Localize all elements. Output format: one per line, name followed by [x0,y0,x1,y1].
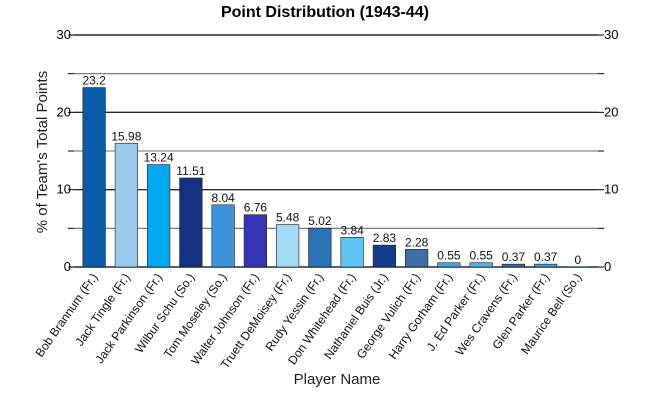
y-tick-label-right: 20 [604,104,618,119]
bar [501,263,525,268]
bar-value-label: 2.28 [405,235,429,249]
bar-value-label: 6.76 [244,201,268,215]
bar [179,177,203,268]
bar-series [82,87,590,268]
bar [340,237,364,268]
y-tick-label-right: 30 [604,27,618,42]
bar [82,87,106,268]
y-tick-label-right: 10 [604,182,618,197]
category-tick-label: Maurice Bell (So.) [518,271,584,357]
bar [114,143,138,268]
bar-value-label: 15.98 [111,129,141,143]
bar-value-label: 5.48 [276,211,300,225]
category-tick-label: Rudy Yessin (Fr.) [262,271,326,354]
bar-value-label: 13.24 [144,151,174,165]
category-tick-label: J. Ed Parker (Fr.) [424,271,488,354]
bar [308,227,332,268]
bar-value-label: 3.84 [340,223,364,237]
bar-value-label: 8.04 [211,191,235,205]
bar [534,263,558,268]
bar-value-label: 0.37 [534,250,558,264]
bar-value-label: 5.02 [308,214,332,228]
y-tick-label-left: 20 [57,104,71,119]
y-tick-label-left: 0 [64,259,71,274]
bar [243,214,267,268]
bar [566,266,590,267]
chart-title: Point Distribution (1943-44) [221,4,429,21]
bar-value-label: 0.55 [469,249,493,263]
y-tick-label-left: 30 [57,27,71,42]
bar [437,262,461,268]
bar-value-label: 11.51 [176,164,205,178]
bar-value-label: 0 [575,253,582,267]
y-tick-label-left: 10 [57,182,71,197]
bar [211,204,235,268]
bar [372,244,396,268]
bar [469,262,493,268]
bar-value-label: 23.2 [82,74,106,88]
x-axis-label: Player Name [294,371,381,388]
category-labels: Bob Brannum (Fr.)Jack Tingle (Fr.)Jack P… [33,271,585,372]
bar-value-label: 0.37 [502,250,526,264]
bar [276,224,300,268]
bar-value-label: 2.83 [373,231,397,245]
bar [405,249,429,268]
axis-ticks: 0 0 10 10 20 20 30 30 [57,27,619,274]
bar-value-label: 0.55 [437,249,461,263]
y-axis-label: % of Team's Total Points [34,71,51,233]
y-tick-label-right: 0 [604,259,611,274]
bar [147,164,171,268]
